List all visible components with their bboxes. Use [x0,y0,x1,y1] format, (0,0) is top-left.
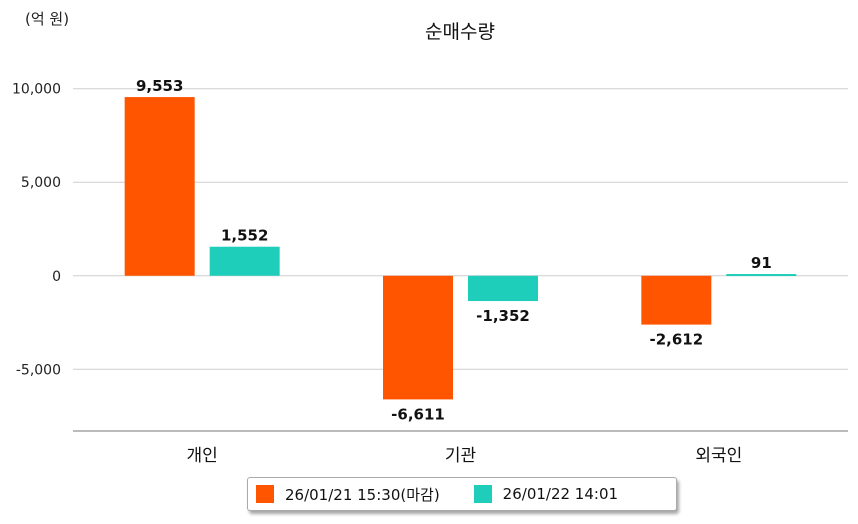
data-label: 91 [751,254,772,272]
data-labels: 9,553 1,552 -6,611 -1,352 -2,612 91 [136,77,772,423]
bar[interactable] [124,97,195,276]
data-label: -2,612 [649,331,703,349]
data-label: 1,552 [221,227,268,245]
y-tick-label: 10,000 [12,82,61,98]
data-label: -1,352 [476,307,530,325]
x-tick-label: 외국인 [695,446,742,466]
chart-title: 순매수량 [425,21,495,43]
data-label: 9,553 [136,77,183,95]
x-axis-tick-labels: 개인 기관 외국인 [187,446,743,466]
legend-label-series-1: 26/01/21 15:30(마감) [285,485,440,504]
data-label: -6,611 [391,405,445,423]
legend: 26/01/21 15:30(마감) 26/01/22 14:01 [247,477,677,511]
bar[interactable] [209,246,280,276]
x-tick-label: 개인 [187,446,218,466]
legend-swatch-series-1 [256,485,274,503]
legend-item-series-1[interactable]: 26/01/21 15:30(마감) [256,484,440,505]
bar[interactable] [468,275,538,302]
x-tick-label: 기관 [445,446,476,466]
legend-swatch-series-2 [473,485,492,503]
y-tick-label: 5,000 [21,175,61,191]
y-axis-tick-labels: 10,000 5,000 0 -5,000 [12,82,61,379]
y-tick-label: 0 [52,269,61,285]
y-tick-label: -5,000 [16,362,61,378]
legend-label-series-2: 26/01/22 14:01 [502,485,619,503]
bar[interactable] [726,274,797,277]
bar[interactable] [383,275,453,400]
grid-lines [73,88,848,370]
legend-item-series-2[interactable]: 26/01/22 14:01 [473,485,619,503]
bar[interactable] [641,275,712,325]
unit-label: (억 원) [25,10,69,28]
bars [124,97,797,400]
